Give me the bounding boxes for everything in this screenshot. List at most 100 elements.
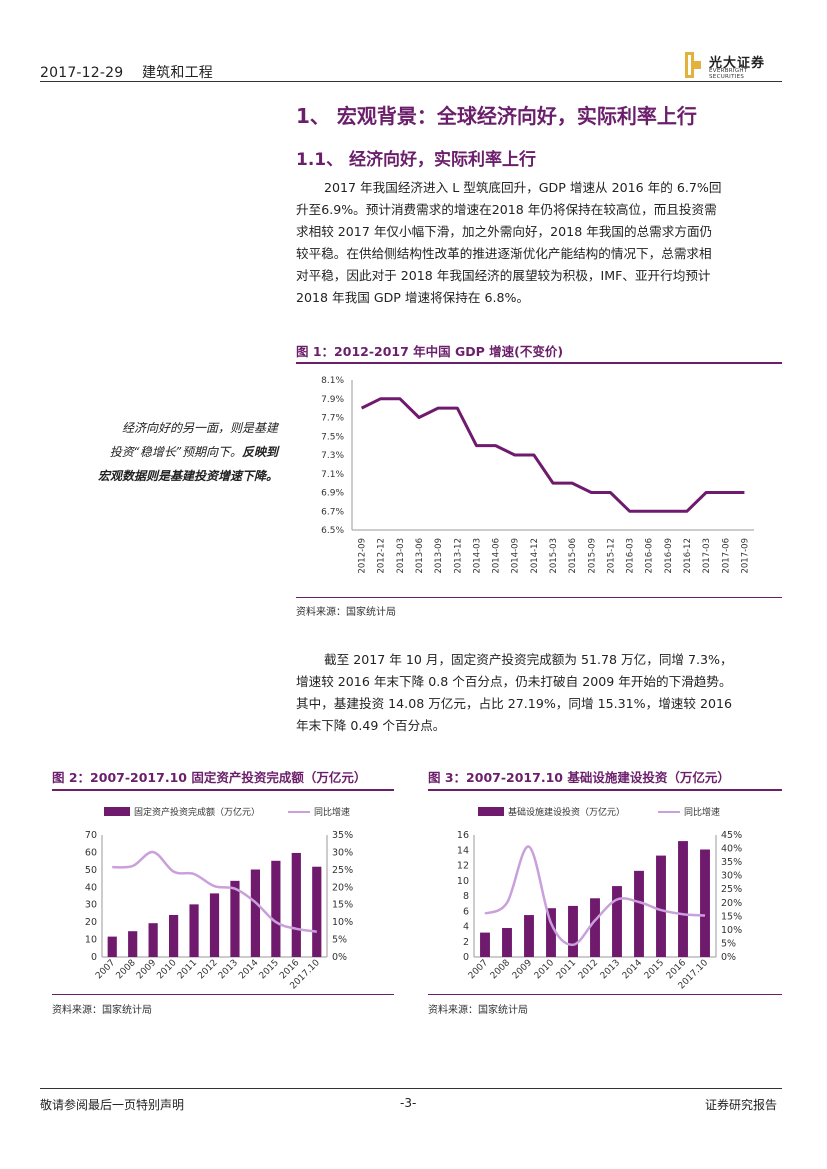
logo-mark-icon bbox=[685, 52, 701, 78]
infrastructure-investment-chart: 基础设施建设投资（万亿元） 同比增速 16 14 12 10 8 6 4 2 0 45% 40% 35% 3… bbox=[457, 806, 742, 991]
right-tick-label: 0% bbox=[721, 952, 736, 963]
left-tick-label: 60 bbox=[85, 847, 97, 858]
bar bbox=[524, 915, 534, 957]
x-tick-label: 2013 bbox=[217, 958, 240, 981]
paragraph-line: 2018 年我国 GDP 增速将保持在 6.8%。 bbox=[296, 290, 530, 305]
right-tick-label: 15% bbox=[721, 911, 742, 922]
x-tick-label: 2014-06 bbox=[492, 538, 502, 574]
sidebar-note: 经济向好的另一面，则是基建 投资“稳增长”预期向下。反映到 宏观数据则是基建投资… bbox=[40, 416, 278, 488]
x-tick-label: 2013-09 bbox=[434, 538, 444, 574]
bar bbox=[546, 908, 556, 957]
x-tick-label: 2015-09 bbox=[587, 538, 597, 574]
left-tick-label: 70 bbox=[85, 830, 97, 841]
bar bbox=[209, 893, 220, 957]
left-tick-label: 0 bbox=[463, 952, 469, 963]
growth-rate-line bbox=[112, 850, 317, 933]
left-tick-label: 20 bbox=[85, 917, 97, 928]
x-tick-label: 2010 bbox=[533, 958, 556, 981]
right-tick-label: 45% bbox=[721, 830, 742, 841]
bar bbox=[678, 841, 688, 957]
right-tick-label: 30% bbox=[332, 847, 353, 858]
company-logo: 光大证券 EVERBRIGHT SECURITIES bbox=[683, 52, 783, 80]
bar bbox=[168, 914, 179, 957]
figure-1-bottom-rule bbox=[296, 597, 782, 598]
header-rule bbox=[40, 81, 782, 82]
fixed-asset-investment-chart: 固定资产投资完成额（万亿元） 同比增速70605040302010035%30%2… bbox=[85, 806, 353, 991]
logo-text-en: EVERBRIGHT SECURITIES bbox=[709, 68, 748, 80]
legend-line-label: 同比增速 bbox=[684, 806, 720, 818]
x-tick-label: 2015 bbox=[258, 958, 281, 981]
bar bbox=[590, 898, 600, 957]
report-header: 2017-12-29 建筑和工程 bbox=[40, 62, 213, 82]
paragraph-line: 增速较 2016 年末下降 0.8 个百分点，仍未打破自 2009 年开始的下滑… bbox=[296, 674, 732, 689]
paragraph-line: 截至 2017 年 10 月，固定资产投资完成额为 51.78 万亿，同增 7.… bbox=[324, 652, 733, 667]
x-tick-label: 2017-03 bbox=[702, 538, 712, 574]
bar bbox=[612, 886, 622, 957]
right-tick-label: 25% bbox=[721, 884, 742, 895]
paragraph-economy: 2017 年我国经济进入 L 型筑底回升，GDP 增速从 2016 年的 6.7… bbox=[296, 177, 782, 309]
bar bbox=[312, 866, 322, 957]
left-tick-label: 2 bbox=[463, 937, 469, 948]
x-tick-label: 2015-12 bbox=[606, 538, 616, 574]
y-tick-label: 7.9% bbox=[321, 395, 344, 405]
bar bbox=[700, 849, 710, 957]
x-tick-label: 2009 bbox=[511, 958, 534, 981]
figure-3-source: 资料来源：国家统计局 bbox=[428, 1005, 528, 1016]
y-tick-label: 7.3% bbox=[321, 451, 344, 461]
x-tick-label: 2007 bbox=[94, 958, 117, 981]
figure-3-title: 图 3：2007-2017.10 基础设施建设投资（万亿元） bbox=[428, 770, 730, 785]
x-tick-label: 2010 bbox=[155, 958, 178, 981]
logo-text-cn: 光大证券 bbox=[709, 56, 766, 71]
left-tick-label: 10 bbox=[85, 935, 97, 946]
bar bbox=[480, 932, 490, 957]
sidebar-line: 投资“稳增长”预期向下。反映到 bbox=[40, 440, 278, 464]
x-tick-label: 2012 bbox=[196, 958, 219, 981]
subsection-heading: 1.1、 经济向好，实际利率上行 bbox=[296, 150, 537, 170]
y-tick-label: 6.7% bbox=[321, 507, 344, 517]
x-tick-label: 2013-12 bbox=[453, 538, 463, 574]
figure-1-rule bbox=[296, 362, 782, 364]
x-tick-label: 2016-09 bbox=[664, 538, 674, 574]
sidebar-bold-text: 反映到 bbox=[241, 445, 278, 459]
right-tick-label: 40% bbox=[721, 844, 742, 855]
x-tick-label: 2008 bbox=[115, 958, 138, 981]
y-tick-label: 7.5% bbox=[321, 432, 344, 442]
legend-bar-swatch bbox=[104, 807, 130, 816]
figure-1-source: 资料来源：国家统计局 bbox=[296, 607, 396, 618]
x-tick-label: 2014-09 bbox=[511, 538, 521, 574]
x-tick-label: 2013-03 bbox=[396, 538, 406, 574]
y-tick-label: 8.1% bbox=[321, 376, 344, 386]
bar bbox=[634, 870, 644, 957]
bar bbox=[656, 855, 666, 957]
right-tick-label: 10% bbox=[721, 925, 742, 936]
right-tick-label: 10% bbox=[332, 917, 353, 928]
right-tick-label: 25% bbox=[332, 865, 353, 876]
bar bbox=[271, 860, 281, 957]
bar bbox=[107, 936, 117, 957]
x-tick-label: 2011 bbox=[176, 958, 199, 981]
legend-bar-swatch bbox=[478, 807, 504, 816]
left-tick-label: 50 bbox=[85, 865, 97, 876]
figure-2-source: 资料来源：国家统计局 bbox=[52, 1005, 152, 1016]
legend-bar-label: 固定资产投资完成额（万亿元） bbox=[134, 806, 260, 818]
left-tick-label: 0 bbox=[91, 952, 97, 963]
x-tick-label: 2016-06 bbox=[645, 538, 655, 574]
bar bbox=[291, 852, 301, 957]
paragraph-investment: 截至 2017 年 10 月，固定资产投资完成额为 51.78 万亿，同增 7.… bbox=[296, 649, 782, 737]
right-tick-label: 5% bbox=[332, 935, 347, 946]
x-tick-label: 2015 bbox=[643, 958, 666, 981]
figure-2-rule bbox=[52, 789, 394, 791]
gdp-growth-line bbox=[360, 397, 745, 513]
left-tick-label: 14 bbox=[457, 845, 469, 856]
legend-line-label: 同比增速 bbox=[314, 806, 350, 818]
page-number: -3- bbox=[400, 1096, 417, 1110]
bar bbox=[250, 869, 261, 957]
left-tick-label: 16 bbox=[457, 830, 469, 841]
report-date: 2017-12-29 bbox=[40, 65, 124, 81]
bar bbox=[148, 923, 158, 957]
x-tick-label: 2007 bbox=[467, 958, 490, 981]
left-tick-label: 8 bbox=[463, 891, 469, 902]
right-tick-label: 20% bbox=[332, 882, 353, 893]
left-tick-label: 12 bbox=[457, 861, 469, 872]
right-tick-label: 20% bbox=[721, 898, 742, 909]
